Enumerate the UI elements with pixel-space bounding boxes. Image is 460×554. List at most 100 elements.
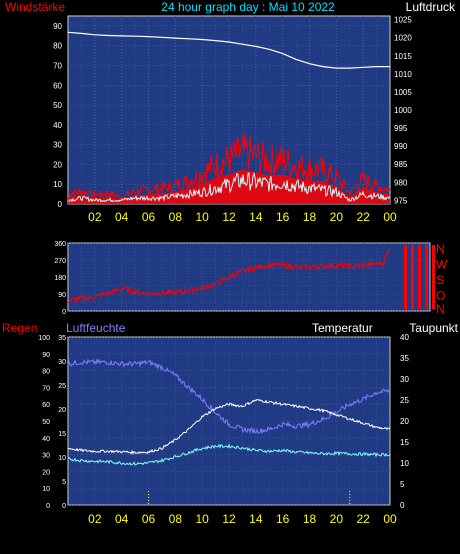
pressure-tick-label: 1020 (394, 34, 412, 43)
dewpoint-line (68, 443, 391, 466)
temperature-tick-label: 20 (400, 417, 409, 426)
wind-tick-label: 90 (53, 22, 62, 31)
temperatur-label: Temperatur (312, 321, 373, 335)
luftfeuchte-label: Luftfeuchte (66, 321, 126, 335)
humidity-tick-label: 10 (58, 455, 66, 462)
humidity-tick-label: 35 (58, 335, 66, 342)
x-tick-label: 16 (276, 512, 290, 526)
x-tick-label: 08 (169, 210, 183, 224)
wind-direction-series (67, 245, 435, 309)
humidity-tick-label: 25 (58, 383, 66, 390)
taupunkt-label: Taupunkt (409, 321, 458, 335)
pressure-tick-label: 1025 (394, 16, 412, 25)
regen-tick-label: 30 (42, 453, 50, 460)
temperature-line (67, 398, 391, 455)
wind-axis-labels: 90 80 70 60 50 40 30 20 10 0 (53, 22, 62, 209)
direction-tick-label: 90 (58, 292, 66, 299)
x-tick-label: 12 (222, 512, 236, 526)
luftdruck-label: Luftdruck (406, 0, 456, 14)
wind-direction-wrap-bar (418, 245, 421, 309)
pressure-tick-label: 980 (394, 178, 408, 187)
x-tick-label: 14 (249, 210, 263, 224)
x-tick-label: 04 (115, 210, 129, 224)
temperature-tick-label: 10 (400, 459, 409, 468)
x-tick-label: 06 (142, 512, 156, 526)
compass-label: W (436, 258, 448, 272)
temperature-tick-label: 35 (400, 354, 409, 363)
regen-tick-label: 0 (46, 503, 50, 510)
x-tick-label: 16 (276, 210, 290, 224)
regen-tick-label: 60 (42, 402, 50, 409)
wind-tick-label: 0 (58, 200, 63, 209)
compass-label: O (436, 289, 445, 303)
x-tick-label: 22 (356, 512, 370, 526)
humidity-tick-label: 0 (62, 503, 66, 510)
x-tick-label: 12 (222, 210, 236, 224)
x-tick-label: 04 (115, 512, 129, 526)
regen-tick-label: 70 (42, 385, 50, 392)
x-tick-label: 20 (330, 210, 344, 224)
x-tick-label: 00 (383, 210, 397, 224)
wind-direction-wrap-bar (404, 245, 407, 309)
pressure-tick-label: 975 (394, 196, 408, 205)
temperature-tick-label: 40 (400, 333, 409, 342)
wind-tick-label: 60 (53, 81, 62, 90)
wind-direction-wrap-bar (425, 245, 428, 309)
pressure-tick-label: 1015 (394, 52, 412, 61)
graph-title: 24 hour graph day : Mai 10 2022 (161, 0, 335, 14)
humidity-tick-label: 5 (62, 479, 66, 486)
x-tick-label: 18 (303, 512, 317, 526)
humidity-temperature-x-axis: 02 04 06 08 10 12 14 16 18 20 22 00 (88, 512, 397, 526)
compass-label: N (436, 242, 445, 256)
pressure-tick-label: 990 (394, 142, 408, 151)
wind-tick-label: 80 (53, 42, 62, 51)
wind-avg-line (67, 171, 391, 203)
humidity-tick-label: 30 (58, 359, 66, 366)
humidity-tick-label: 15 (58, 431, 66, 438)
x-tick-label: 14 (249, 512, 263, 526)
x-tick-label: 00 (383, 512, 397, 526)
x-tick-label: 10 (195, 512, 209, 526)
wind-gust-line (67, 133, 391, 200)
temperature-tick-label: 30 (400, 375, 409, 384)
wind-tick-label: 30 (53, 141, 62, 150)
x-tick-label: 02 (88, 210, 102, 224)
wind-gust-area (68, 169, 390, 204)
wind-pressure-series (67, 31, 391, 204)
humidity-line (67, 358, 391, 435)
humidity-tick-label: 20 (58, 407, 66, 414)
wind-tick-label: 10 (53, 180, 62, 189)
regen-tick-label: 40 (42, 436, 50, 443)
wind-tick-label: 70 (53, 61, 62, 70)
x-tick-label: 08 (169, 512, 183, 526)
x-tick-label: 18 (303, 210, 317, 224)
x-tick-label: 22 (356, 210, 370, 224)
compass-label: N (436, 302, 445, 316)
direction-tick-label: 270 (54, 258, 66, 265)
temperature-tick-label: 5 (400, 480, 405, 489)
compass-label: S (436, 273, 444, 287)
humidity-temperature-grid (68, 336, 390, 506)
pressure-tick-label: 1000 (394, 106, 412, 115)
wind-direction-degree-labels: 360 270 180 90 0 (54, 241, 66, 316)
humidity-temperature-series (67, 358, 391, 466)
x-tick-label: 06 (142, 210, 156, 224)
regen-label: Regen (2, 321, 37, 335)
pressure-tick-label: 1005 (394, 88, 412, 97)
pressure-axis-labels: 1025 1020 1015 1010 1005 1000 995 990 985 980 975 (394, 16, 412, 206)
wind-direction-grid (68, 242, 430, 312)
regen-tick-label: 80 (42, 369, 50, 376)
x-tick-label: 10 (195, 210, 209, 224)
regen-tick-label: 100 (38, 335, 50, 342)
wind-pressure-x-axis: 02 04 06 08 10 12 14 16 18 20 22 00 (88, 210, 397, 224)
direction-tick-label: 180 (54, 275, 66, 282)
temperature-tick-label: 0 (400, 501, 405, 510)
direction-tick-label: 0 (62, 309, 66, 316)
pressure-line (67, 31, 390, 69)
pressure-tick-label: 1010 (394, 70, 412, 79)
regen-tick-label: 20 (42, 469, 50, 476)
wind-direction-line (67, 247, 391, 304)
